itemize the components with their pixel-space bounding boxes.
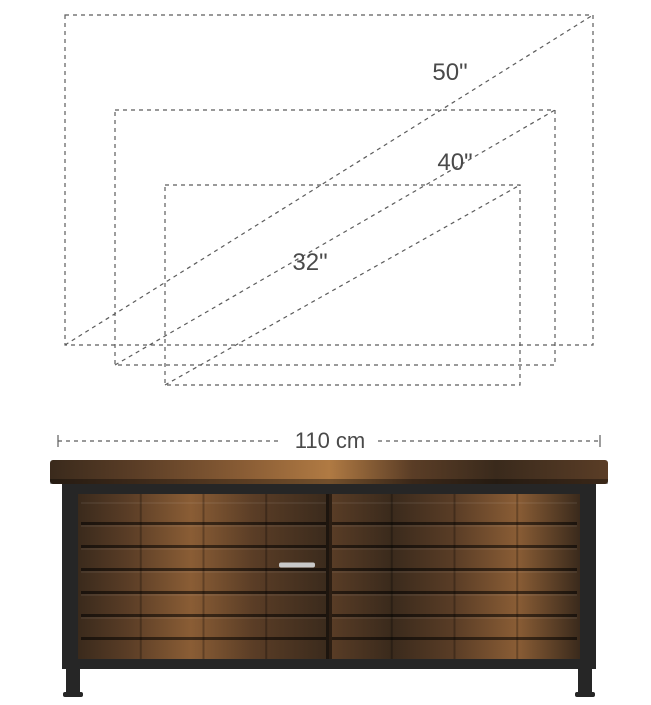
cabinet-door-left bbox=[78, 494, 329, 659]
screen-label-50-inch: 50" bbox=[432, 59, 467, 86]
screen-diagonal-50-inch bbox=[65, 15, 593, 345]
screen-label-32-inch: 32" bbox=[292, 249, 327, 276]
screens-group: 50" 40" 32" bbox=[65, 15, 593, 385]
screen-diagonal-32-inch bbox=[165, 185, 520, 385]
cabinet-handle bbox=[279, 563, 315, 568]
screen-label-40-inch: 40" bbox=[437, 149, 472, 176]
screen-40-inch: 40" bbox=[115, 110, 555, 365]
cabinet-door-right bbox=[329, 494, 580, 659]
width-label: 110 cm bbox=[295, 428, 366, 453]
screen-32-inch: 32" bbox=[165, 185, 520, 385]
cabinet bbox=[50, 460, 608, 697]
cabinet-door-divider bbox=[326, 494, 332, 659]
cabinet-top-edge bbox=[50, 479, 608, 484]
screen-50-inch: 50" bbox=[65, 15, 593, 345]
screen-diagonal-40-inch bbox=[115, 110, 555, 365]
diagram-svg: 50" 40" 32" 110 cm bbox=[0, 0, 651, 705]
width-indicator: 110 cm bbox=[58, 428, 600, 453]
